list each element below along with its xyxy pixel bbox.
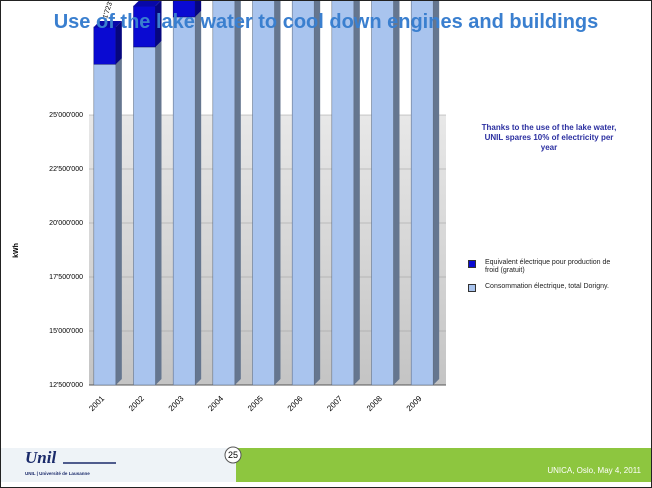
bar [212, 1, 236, 386]
bar-side [195, 1, 202, 17]
bar-top [133, 1, 161, 7]
page-number: 25 [228, 450, 238, 460]
bar [172, 16, 196, 386]
title: Use of the lake water to cool down engin… [53, 11, 599, 33]
bar [93, 63, 117, 386]
bar-side [115, 58, 122, 386]
legend-swatch [468, 260, 476, 268]
x-tick-label: 2001 [87, 394, 106, 413]
x-tick-label: 2007 [325, 394, 344, 413]
bar-side [115, 21, 122, 65]
bar [291, 1, 315, 386]
x-tick-label: 2004 [206, 394, 225, 413]
bar [371, 1, 394, 386]
bar-side [393, 1, 400, 385]
footer-left [1, 448, 236, 482]
y-tick-label: 25'000'000 [49, 112, 83, 119]
legend-label: Consommation électrique, total Dorigny. [485, 283, 609, 290]
x-tick-label: 2006 [286, 394, 305, 413]
y-tick-label: 17'500'000 [49, 274, 83, 281]
bar-side [353, 1, 360, 385]
bar [252, 1, 275, 386]
legend-swatch [468, 284, 476, 292]
x-tick-label: 2005 [246, 394, 265, 413]
page-circle [224, 446, 242, 464]
bar [410, 1, 434, 386]
legend-label: Equivalent électrique pour production de… [485, 259, 611, 274]
institution: UNIL | Université de Lausanne [25, 471, 90, 476]
bar [133, 46, 156, 386]
bar-side [234, 1, 241, 385]
x-tick-label: 2008 [365, 394, 384, 413]
y-tick-label: 12'500'000 [49, 382, 83, 389]
bar-side [274, 1, 281, 385]
logo: Unil [25, 448, 56, 467]
bar-side [155, 40, 162, 386]
y-tick-label: 22'500'000 [49, 166, 83, 173]
x-tick-label: 2003 [167, 394, 186, 413]
annotation: Thanks to the use of the lake water, UNI… [481, 123, 617, 152]
bar-top [93, 21, 122, 28]
bar [172, 1, 196, 18]
bar-side [155, 1, 162, 47]
footer-event: UNICA, Oslo, May 4, 2011 [547, 466, 641, 475]
x-tick-label: 2002 [127, 394, 146, 413]
y-tick-label: 20'000'000 [49, 220, 83, 227]
y-axis-label: kWh [12, 243, 20, 258]
bar-side [433, 1, 440, 385]
y-tick-label: 15'000'000 [49, 328, 83, 335]
bar-side [314, 1, 321, 385]
footer-right [236, 448, 651, 482]
bar-side [195, 10, 202, 385]
bar [331, 1, 355, 386]
x-tick-label: 2009 [405, 394, 424, 413]
